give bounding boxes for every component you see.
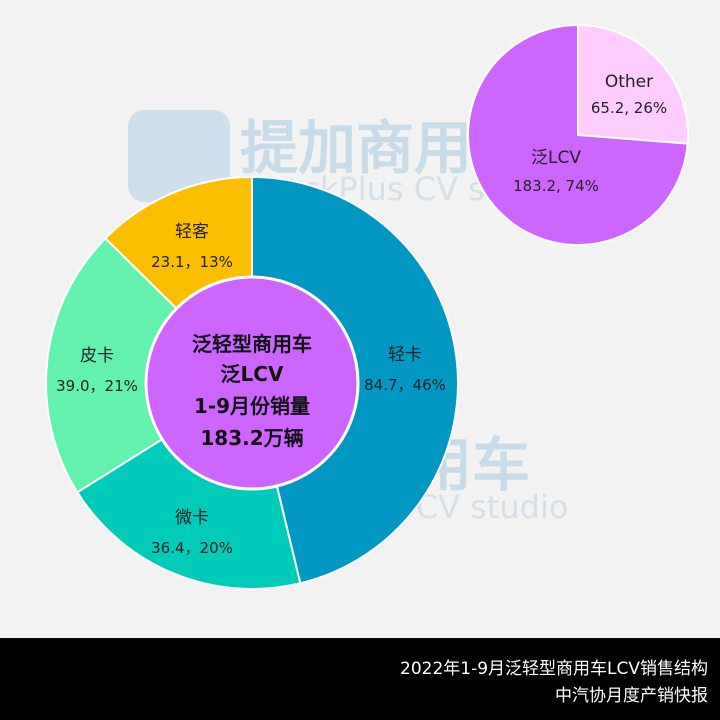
slice-lcv: [466, 23, 689, 246]
slice-value-lcv: 183.2, 74%: [513, 177, 599, 195]
slice-label-pickup: 皮卡: [80, 346, 114, 366]
slice-value-light-truck: 84.7，46%: [364, 376, 446, 394]
footer-title: 2022年1-9月泛轻型商用车LCV销售结构: [400, 659, 708, 679]
slice-value-mini-truck: 36.4，20%: [151, 539, 233, 557]
pie-chart: Other 65.2, 26% 泛LCV 183.2, 74%: [466, 23, 689, 246]
slice-value-light-bus: 23.1，13%: [151, 253, 233, 271]
slice-label-mini-truck: 微卡: [175, 508, 209, 528]
center-text-line-3: 1-9月份销量: [194, 394, 310, 418]
slice-label-light-truck: 轻卡: [388, 345, 422, 365]
donut-center-disc: [144, 275, 360, 491]
center-text-line-2: 泛LCV: [221, 362, 284, 386]
slice-label-other: Other: [605, 72, 653, 92]
center-text-line-1: 泛轻型商用车: [192, 332, 312, 356]
slice-value-other: 65.2, 26%: [591, 99, 667, 117]
slice-value-pickup: 39.0，21%: [56, 377, 138, 395]
slice-label-light-bus: 轻客: [175, 222, 209, 242]
center-text-line-4: 183.2万辆: [200, 426, 303, 450]
slice-label-lcv: 泛LCV: [531, 148, 581, 168]
watermark-logo-icon: [128, 110, 230, 202]
donut-chart: 轻卡 84.7，46% 微卡 36.4，20% 皮卡 39.0，21% 轻客 2…: [44, 175, 459, 590]
footer-bar: 2022年1-9月泛轻型商用车LCV销售结构 中汽协月度产销快报: [0, 638, 720, 720]
slice-other: [577, 23, 689, 145]
footer-source: 中汽协月度产销快报: [555, 686, 708, 706]
